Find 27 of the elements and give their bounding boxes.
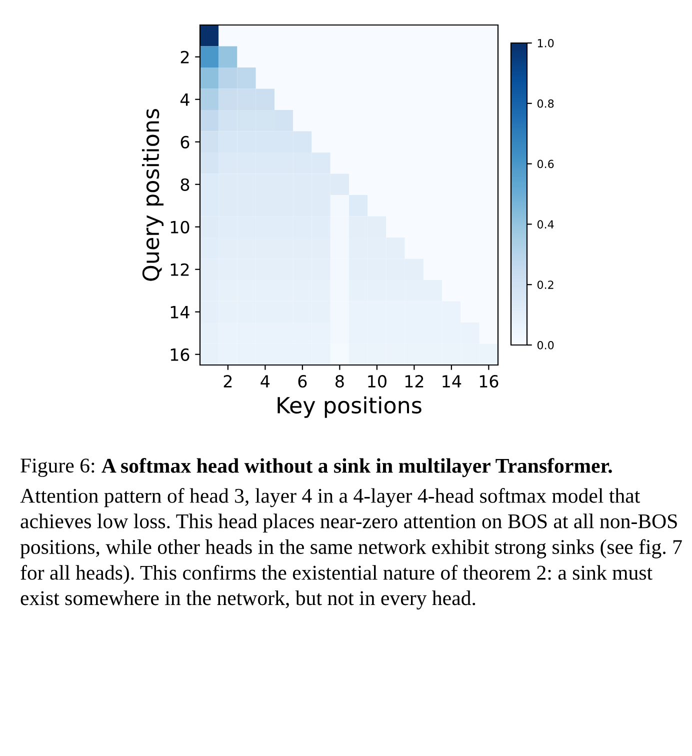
- caption: Figure 6:: [20, 458, 94, 477]
- x-tick-label: 16: [480, 375, 498, 388]
- y-tick-label: 6: [180, 136, 190, 148]
- y-axis-title: Query positions: [142, 108, 164, 281]
- color-bar-label: 0.8: [537, 99, 554, 108]
- y-tick-label: 14: [170, 306, 190, 318]
- color-bar-label: 0.0: [537, 340, 554, 350]
- y-tick-label: 16: [170, 348, 190, 361]
- x-tick-label: 6: [298, 375, 307, 388]
- y-tick-label: 8: [180, 178, 190, 191]
- color-bar-label: 0.2: [537, 280, 554, 289]
- text: Attention pattern of head 3, layer 4 in a 4-layer 4-head softmax model that achieves low loss. This head places near-zero attention on BOS at all non-BOS positions, while other heads in the same network exhibit strong sinks (see fig. 7 for all heads). This confirms the existential nature of theorem 2: a sink must exist somewhere in the network, but not in every head.: [20, 488, 682, 610]
- y-tick-label: 12: [170, 263, 189, 276]
- color-bar-label: 0.6: [537, 160, 554, 168]
- x-tick-label: 4: [260, 375, 270, 388]
- x-tick-label: 12: [405, 375, 424, 388]
- x-tick-label: 2: [224, 375, 232, 388]
- x-tick-label: 8: [336, 375, 344, 388]
- color-bar-label: 1.0: [538, 38, 554, 48]
- text: A softmax head without a sink in multilayer Transformer.: [102, 458, 612, 478]
- x-axis-title: Key positions: [278, 396, 422, 418]
- x-tick-label: 14: [442, 375, 462, 388]
- color-bar-label: 0.4: [537, 220, 554, 229]
- y-tick-label: 2: [180, 50, 189, 64]
- y-tick-label: 4: [180, 94, 190, 106]
- x-tick-label: 10: [368, 375, 386, 388]
- y-tick-label: 10: [170, 220, 190, 234]
